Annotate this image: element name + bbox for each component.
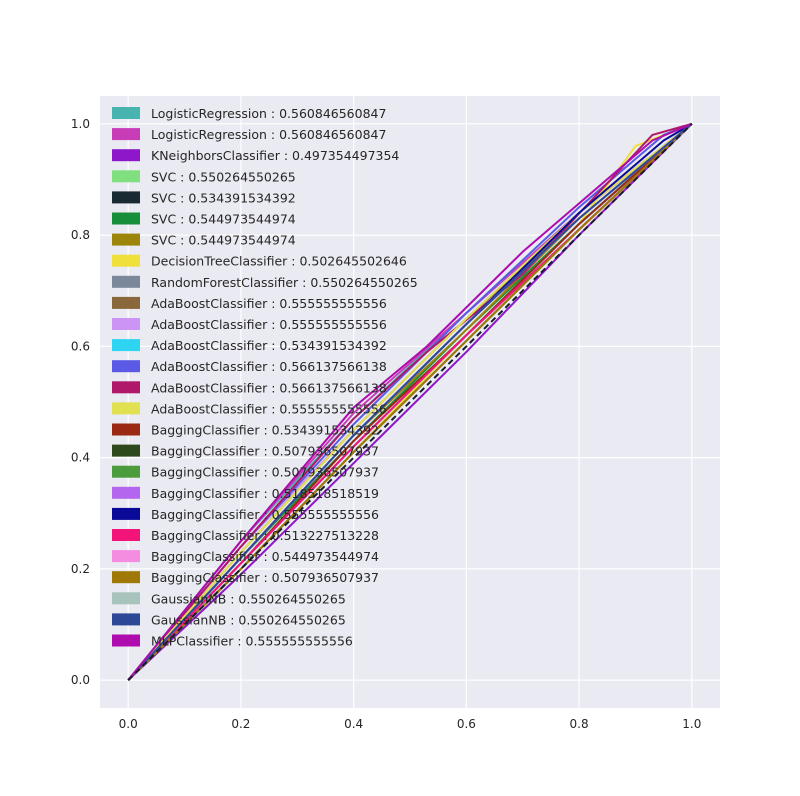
legend-swatch: [112, 571, 140, 584]
legend-label: MLPClassifier : 0.555555555556: [151, 634, 353, 649]
legend-label: BaggingClassifier : 0.555555555556: [151, 507, 379, 522]
legend-label: AdaBoostClassifier : 0.566137566138: [151, 359, 387, 374]
legend-swatch: [112, 191, 140, 204]
x-tick-label: 0.8: [570, 717, 589, 731]
legend-swatch: [112, 613, 140, 626]
legend-label: AdaBoostClassifier : 0.555555555556: [151, 296, 387, 311]
legend-swatch: [112, 423, 140, 436]
legend-label: SVC : 0.550264550265: [151, 169, 296, 184]
legend-swatch: [112, 128, 140, 141]
legend-label: AdaBoostClassifier : 0.534391534392: [151, 338, 387, 353]
legend-label: BaggingClassifier : 0.507936507937: [151, 465, 379, 480]
legend-label: LogisticRegression : 0.560846560847: [151, 106, 386, 121]
legend-swatch: [112, 318, 140, 330]
x-tick-label: 0.4: [344, 717, 363, 731]
legend-label: KNeighborsClassifier : 0.497354497354: [151, 148, 399, 163]
legend-swatch: [112, 212, 140, 225]
legend-swatch: [112, 233, 140, 246]
grid-lines: [100, 96, 720, 708]
legend-swatch: [112, 149, 140, 162]
legend-label: BaggingClassifier : 0.507936507937: [151, 570, 379, 585]
x-tick-label: 0.2: [231, 717, 250, 731]
legend-swatch: [112, 465, 140, 478]
roc-curve-series: [127, 123, 693, 681]
y-tick-label: 0.4: [71, 451, 90, 465]
chance-diagonal-line: [127, 123, 693, 681]
roc-curve-series: [127, 122, 693, 681]
legend-label: BaggingClassifier : 0.544973544974: [151, 549, 379, 564]
x-tick-label: 0.0: [119, 717, 138, 731]
legend-label: SVC : 0.544973544974: [151, 233, 296, 248]
legend-label: GaussianNB : 0.550264550265: [151, 591, 346, 606]
legend-swatch: [112, 360, 140, 373]
legend-label: SVC : 0.544973544974: [151, 212, 296, 227]
legend-swatch: [112, 592, 140, 605]
roc-curve-series: [127, 122, 693, 681]
legend-label: BaggingClassifier : 0.518518518519: [151, 486, 379, 501]
y-tick-label: 0.8: [71, 228, 90, 242]
legend: LogisticRegression : 0.560846560847 Logis…: [112, 106, 418, 649]
legend-swatch: [112, 381, 140, 394]
legend-label: BaggingClassifier : 0.507936507937: [151, 444, 379, 459]
x-tick-label: 0.6: [457, 717, 476, 731]
legend-label: BaggingClassifier : 0.513227513228: [151, 528, 379, 543]
legend-swatch: [112, 529, 140, 541]
legend-swatch: [112, 634, 140, 647]
legend-label: GaussianNB : 0.550264550265: [151, 612, 346, 627]
legend-label: AdaBoostClassifier : 0.555555555556: [151, 317, 387, 332]
legend-label: AdaBoostClassifier : 0.555555555556: [151, 401, 387, 416]
x-tick-label: 1.0: [682, 717, 701, 731]
legend-swatch: [112, 275, 140, 288]
y-tick-label: 1.0: [71, 117, 90, 131]
legend-swatch: [112, 550, 140, 563]
axis-ticks: 0.0 0.2 0.4 0.6 0.8 1.0 0.0 0.2 0.4 0.6 0.8 1.0: [71, 117, 701, 731]
roc-curves: [127, 122, 693, 681]
legend-swatch: [112, 107, 140, 119]
legend-label: LogisticRegression : 0.560846560847: [151, 127, 386, 142]
legend-swatch: [112, 507, 140, 520]
legend-swatch: [112, 170, 140, 183]
y-tick-label: 0.6: [71, 339, 90, 353]
legend-swatch: [112, 254, 140, 267]
legend-swatch: [112, 444, 140, 457]
y-tick-label: 0.0: [71, 673, 90, 687]
y-tick-label: 0.2: [71, 562, 90, 576]
legend-label: BaggingClassifier : 0.534391534392: [151, 423, 379, 438]
legend-swatch: [112, 339, 140, 352]
legend-label: DecisionTreeClassifier : 0.502645502646: [151, 254, 407, 269]
legend-swatch: [112, 402, 140, 415]
legend-label: RandomForestClassifier : 0.550264550265: [151, 275, 418, 290]
legend-swatch: [112, 486, 140, 499]
legend-swatch: [112, 296, 140, 309]
legend-label: SVC : 0.534391534392: [151, 190, 296, 205]
roc-curve-series: [127, 123, 693, 681]
legend-label: AdaBoostClassifier : 0.566137566138: [151, 380, 387, 395]
